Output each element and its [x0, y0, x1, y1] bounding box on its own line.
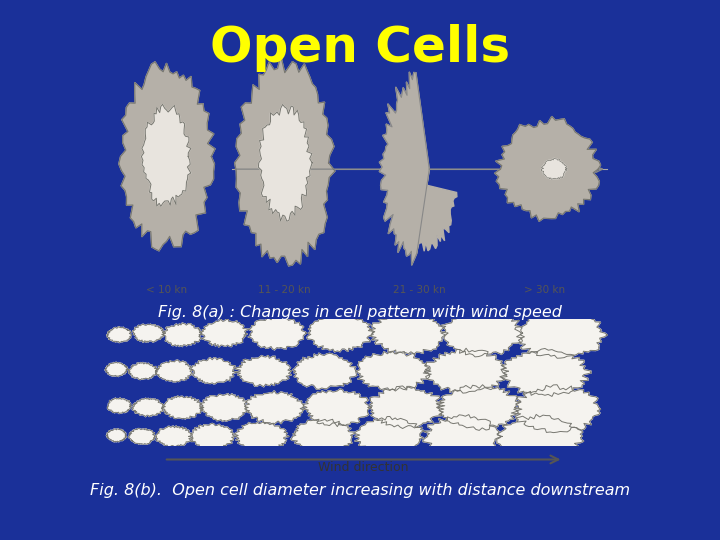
- Polygon shape: [368, 386, 445, 429]
- Polygon shape: [128, 429, 155, 444]
- Polygon shape: [500, 348, 591, 396]
- Polygon shape: [132, 324, 164, 342]
- Polygon shape: [105, 362, 128, 376]
- Polygon shape: [156, 360, 193, 382]
- Polygon shape: [200, 319, 248, 347]
- Polygon shape: [107, 429, 127, 442]
- Polygon shape: [379, 72, 429, 265]
- Polygon shape: [355, 416, 423, 456]
- Text: > 30 kn: > 30 kn: [523, 285, 564, 295]
- Polygon shape: [245, 391, 304, 424]
- Polygon shape: [107, 327, 132, 342]
- Polygon shape: [141, 104, 191, 206]
- Polygon shape: [495, 117, 600, 221]
- Text: 11 - 20 kn: 11 - 20 kn: [258, 285, 311, 295]
- Polygon shape: [436, 384, 522, 430]
- Polygon shape: [234, 422, 289, 451]
- Polygon shape: [156, 426, 192, 447]
- Polygon shape: [387, 169, 457, 253]
- Polygon shape: [423, 415, 502, 458]
- Polygon shape: [235, 355, 292, 387]
- Polygon shape: [132, 398, 163, 417]
- Polygon shape: [191, 423, 235, 449]
- Text: < 10 kn: < 10 kn: [146, 285, 187, 295]
- Polygon shape: [163, 323, 202, 347]
- Polygon shape: [161, 396, 202, 419]
- Polygon shape: [515, 311, 607, 358]
- Polygon shape: [307, 315, 375, 352]
- Text: Fig. 8(b).  Open cell diameter increasing with distance downstream: Fig. 8(b). Open cell diameter increasing…: [90, 483, 630, 498]
- Polygon shape: [541, 158, 567, 179]
- Polygon shape: [235, 56, 335, 266]
- Polygon shape: [128, 362, 157, 380]
- Polygon shape: [497, 414, 584, 460]
- Polygon shape: [258, 105, 312, 221]
- Polygon shape: [201, 394, 248, 421]
- Polygon shape: [440, 309, 524, 357]
- Polygon shape: [191, 357, 237, 384]
- Polygon shape: [303, 389, 372, 427]
- Polygon shape: [248, 317, 306, 350]
- Polygon shape: [370, 312, 448, 354]
- Text: Fig. 8(a) : Changes in cell pattern with wind speed: Fig. 8(a) : Changes in cell pattern with…: [158, 305, 562, 320]
- Polygon shape: [107, 398, 132, 414]
- Polygon shape: [423, 348, 508, 393]
- Polygon shape: [119, 62, 215, 251]
- Polygon shape: [511, 384, 600, 433]
- Polygon shape: [290, 419, 354, 454]
- Text: 21 - 30 kn: 21 - 30 kn: [393, 285, 446, 295]
- Text: Open Cells: Open Cells: [210, 24, 510, 72]
- Text: Wind direction: Wind direction: [318, 461, 409, 474]
- Polygon shape: [356, 351, 431, 391]
- Polygon shape: [292, 353, 357, 389]
